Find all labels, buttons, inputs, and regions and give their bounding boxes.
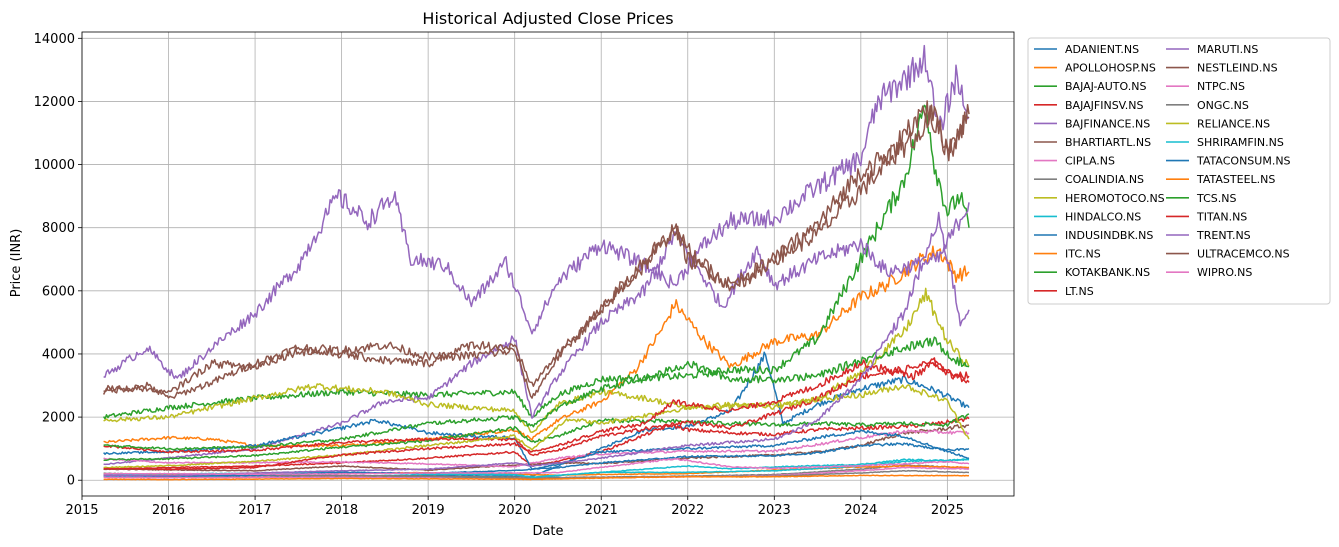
legend-entry-label: BAJAJFINSV.NS [1065,99,1144,112]
legend-entry-label: ONGC.NS [1197,99,1249,112]
series-line-nestleind-ns [102,100,970,399]
legend-entry-label: MARUTI.NS [1197,43,1258,56]
y-tick-label: 6000 [42,284,75,299]
legend: ADANIENT.NS APOLLOHOSP.NS BAJAJ-AUTO.NS BAJ… [1027,37,1331,305]
y-tick-label: 8000 [42,221,75,236]
x-tick-label: 2020 [498,503,531,518]
series-line-heromotoco-ns [103,287,970,434]
legend-entry-label: BAJFINANCE.NS [1065,117,1150,130]
plot-frame [81,31,1015,497]
legend-entry-label: NTPC.NS [1197,80,1245,93]
grid-lines [81,32,1014,496]
legend-entry-label: SHRIRAMFIN.NS [1197,136,1284,149]
x-tick-label: 2016 [152,503,185,518]
y-tick-label: 0 [67,474,75,489]
series-line-trent-ns [103,211,970,477]
y-tick-label: 10000 [34,158,75,173]
series-line-apollohosp-ns [103,245,970,448]
series-line-tcs-ns [103,336,970,451]
legend-entry-label: COALINDIA.NS [1065,173,1144,186]
legend-entry-label: APOLLOHOSP.NS [1065,62,1156,75]
x-axis: 2015 2016 2017 2018 2019 2020 2021 2022 2023 2024… [65,496,964,518]
legend-entry-label: TITAN.NS [1196,210,1247,223]
legend-entry-label: TCS.NS [1196,192,1236,205]
y-tick-label: 2000 [42,411,75,426]
series-line-reliance-ns [103,384,970,469]
legend-entry-label: ITC.NS [1065,248,1101,261]
legend-entry-label: WIPRO.NS [1197,266,1252,279]
chart-title: Historical Adjusted Close Prices [422,9,673,28]
y-tick-label: 4000 [42,347,75,362]
legend-entry-label: INDUSINDBK.NS [1065,229,1153,242]
series-line-titan-ns [103,359,970,471]
series-line-maruti-ns [103,44,970,380]
legend-entry-label: ULTRACEMCO.NS [1197,248,1290,261]
series-line-ultracemco-ns [103,104,970,396]
y-tick-label: 14000 [34,32,75,47]
y-axis: 0 2000 4000 6000 8000 10000 12000 14000 [34,32,82,489]
legend-entry-label: BAJAJ-AUTO.NS [1065,80,1146,93]
x-axis-label: Date [532,524,563,539]
series-line-bajfinance-ns [103,202,970,466]
x-tick-label: 2019 [412,503,445,518]
series-line-kotakbank-ns [103,413,970,462]
legend-entry-label: HINDALCO.NS [1065,210,1141,223]
legend-entry-label: TATASTEEL.NS [1196,173,1275,186]
series-line-tatasteel-ns [103,474,970,481]
legend-entry-label: HEROMOTOCO.NS [1065,192,1165,205]
y-axis-label: Price (INR) [9,229,24,298]
legend-entry-label: TRENT.NS [1196,229,1251,242]
x-tick-label: 2015 [65,503,98,518]
x-tick-label: 2018 [325,503,358,518]
legend-entry-label: TATACONSUM.NS [1196,155,1291,168]
legend-entry-label: RELIANCE.NS [1197,117,1270,130]
x-tick-label: 2022 [671,503,704,518]
legend-entry-label: NESTLEIND.NS [1197,62,1278,75]
series-line-lt-ns [103,357,970,457]
legend-entry-label: KOTAKBANK.NS [1065,266,1150,279]
legend-entry-label: CIPLA.NS [1065,155,1115,168]
legend-entry-label: LT.NS [1065,285,1094,298]
y-tick-label: 12000 [34,95,75,110]
series-line-tataconsum-ns [103,442,970,478]
x-tick-label: 2017 [239,503,272,518]
x-tick-label: 2021 [585,503,618,518]
x-tick-label: 2025 [931,503,964,518]
x-tick-label: 2024 [844,503,877,518]
x-tick-label: 2023 [758,503,791,518]
legend-box [1027,37,1331,305]
series-line-wipro-ns [103,457,970,476]
legend-entry-label: BHARTIARTL.NS [1065,136,1151,149]
legend-entry-label: ADANIENT.NS [1065,43,1139,56]
series-line-bajaj-auto-ns [102,104,970,420]
series-layer [102,44,970,481]
